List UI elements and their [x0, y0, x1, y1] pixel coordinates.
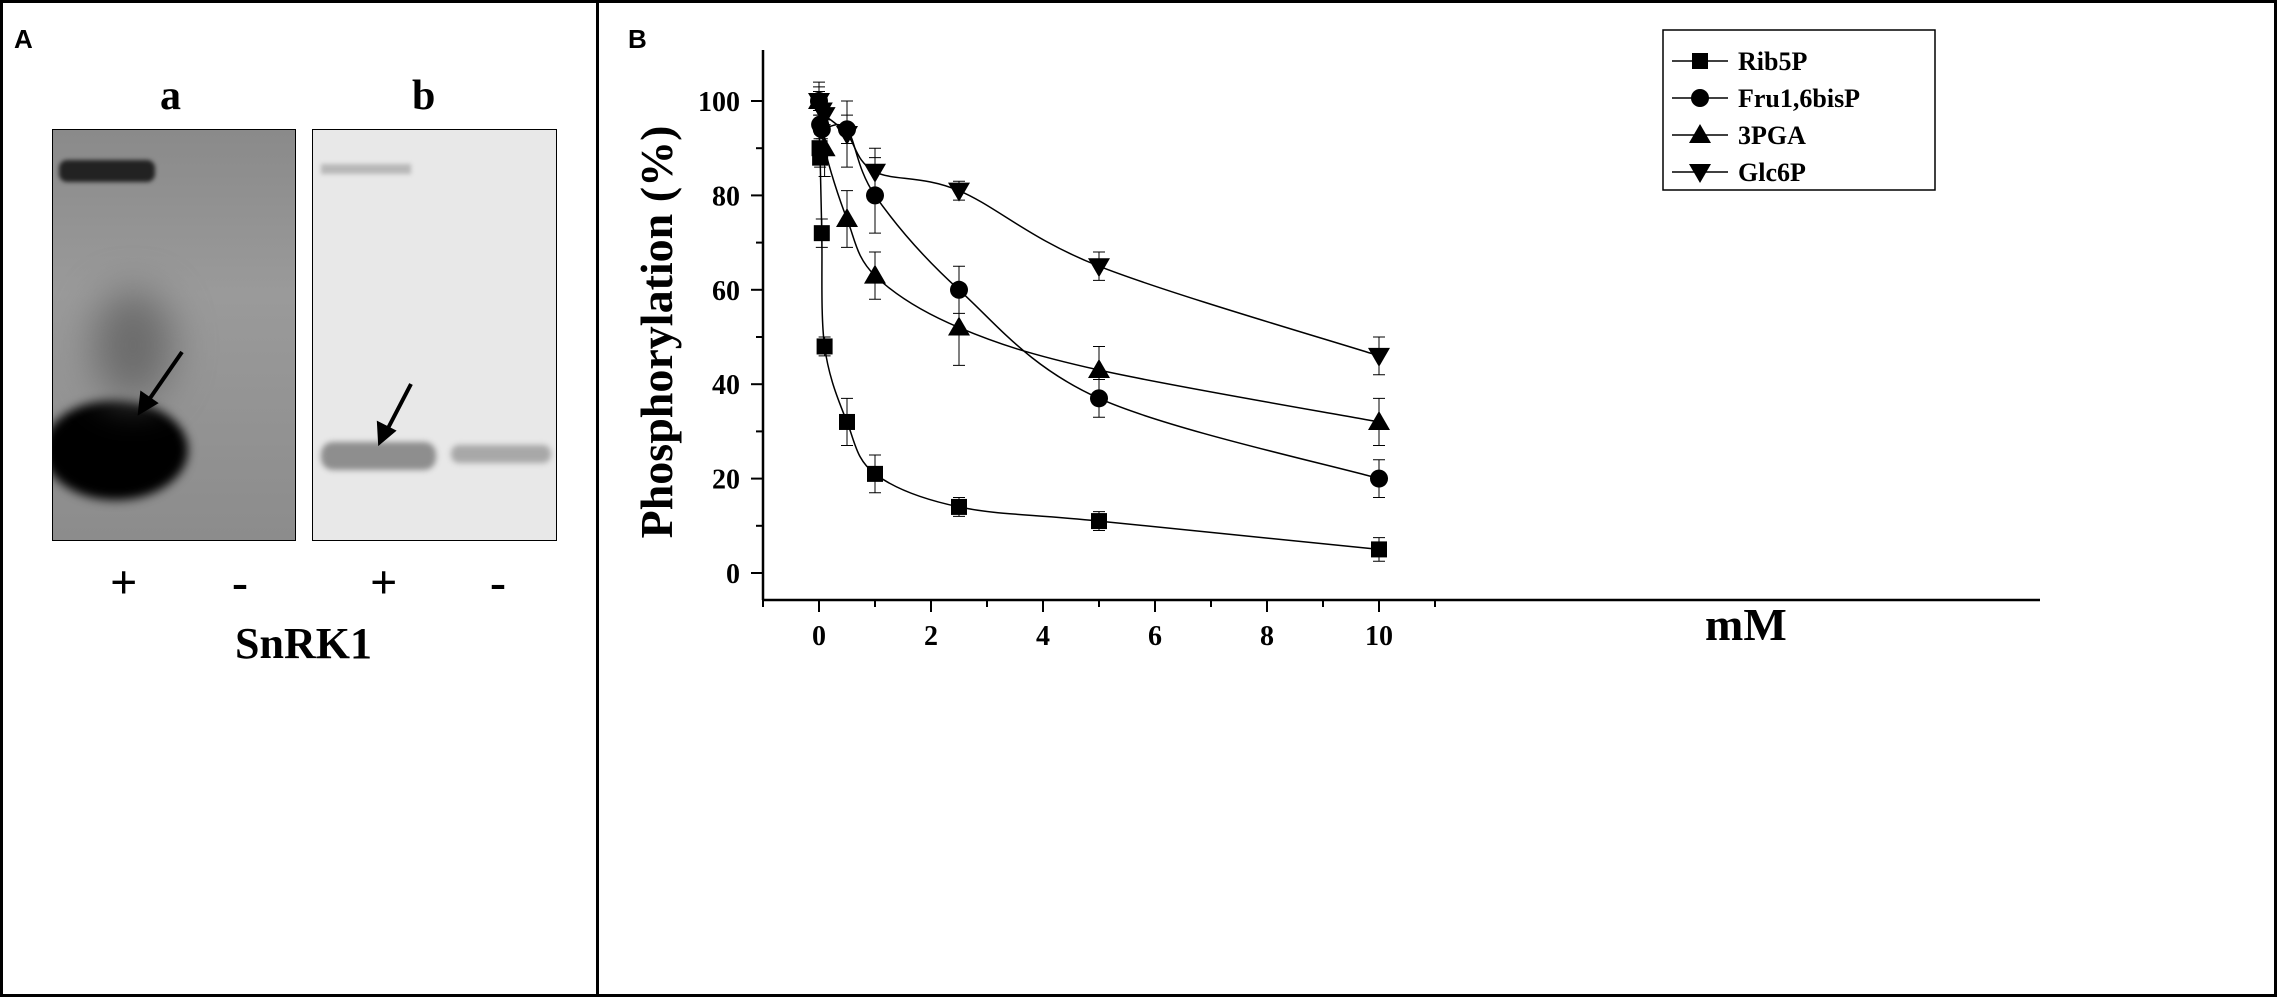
legend-marker-triangle-down: [1689, 164, 1711, 183]
chart: 0 20 40 60 80 100 0 2 4 6 8 10 mM Phosphorylation (%)…: [631, 29, 2040, 652]
data-point: [836, 208, 858, 227]
data-point: [813, 137, 836, 157]
data-point: [839, 413, 855, 430]
fit-curve: [818, 100, 1380, 480]
legend-label: Glc6P: [1738, 158, 1806, 187]
fit-curve: [818, 100, 1380, 357]
autoradiograph-gel: [52, 129, 296, 541]
y-tick-label: 40: [712, 370, 740, 401]
arrow-icon: [383, 383, 413, 435]
data-point: [816, 338, 833, 355]
data-point: [864, 264, 886, 284]
x-tick-label: 8: [1260, 621, 1274, 652]
arrow-icon: [144, 350, 184, 406]
panel-a-label: A: [14, 24, 33, 54]
y-axis-label: Phosphorylation (%): [631, 126, 682, 539]
sign-b-minus: -: [490, 556, 506, 609]
sign-b-plus: +: [370, 556, 398, 609]
legend-box: [1662, 29, 1936, 191]
legend-label: Rib5P: [1738, 47, 1807, 76]
legend-marker-triangle-up: [1689, 124, 1711, 143]
stained-gel: [312, 129, 557, 541]
fit-curve: [818, 100, 1380, 551]
legend-marker-circle: [1691, 89, 1709, 107]
x-tick-label: 2: [924, 621, 938, 652]
sign-a-minus: -: [232, 556, 248, 609]
data-point: [1091, 513, 1107, 530]
lane-b-label: b: [412, 73, 436, 119]
data-point: [1088, 359, 1110, 379]
y-tick-label: 20: [712, 465, 740, 496]
data-point: [813, 107, 836, 127]
data-point: [1088, 258, 1110, 278]
series-Rib5P: [811, 91, 1387, 562]
x-tick-label: 4: [1036, 621, 1050, 652]
y-tick-label: 80: [712, 181, 740, 212]
legend: Rib5P Fru1,6bisP 3PGA Glc6P: [1662, 29, 1936, 191]
legend-marker-square: [1692, 53, 1708, 69]
series-Glc6P: [808, 81, 1390, 376]
legend-label: Fru1,6bisP: [1738, 84, 1860, 113]
x-tick-label: 10: [1365, 621, 1393, 652]
data-point: [951, 498, 967, 515]
data-point: [1368, 410, 1390, 430]
data-point: [864, 163, 886, 183]
arrows: [137, 350, 413, 447]
data-point: [948, 182, 970, 202]
y-tick-label: 100: [698, 87, 740, 118]
data-point: [1370, 469, 1388, 488]
legend-label: 3PGA: [1738, 121, 1806, 150]
data-point: [1371, 541, 1387, 558]
data-point: [948, 316, 970, 336]
panel-b-label: B: [628, 24, 647, 54]
y-tick-label: 0: [726, 559, 740, 590]
panel-b: [596, 0, 2277, 997]
data-point: [813, 225, 830, 242]
sign-a-plus: +: [110, 556, 138, 609]
data-point: [836, 126, 858, 146]
lane-a-label: a: [160, 73, 181, 119]
data-point: [1368, 347, 1390, 367]
snrk1-caption: SnRK1: [235, 619, 372, 668]
x-tick-label: 0: [812, 621, 826, 652]
data-point: [867, 465, 883, 482]
y-tick-label: 60: [712, 276, 740, 307]
x-tick-label: 6: [1148, 621, 1162, 652]
fit-curve: [818, 100, 1380, 423]
x-axis-label: mM: [1705, 599, 1787, 650]
